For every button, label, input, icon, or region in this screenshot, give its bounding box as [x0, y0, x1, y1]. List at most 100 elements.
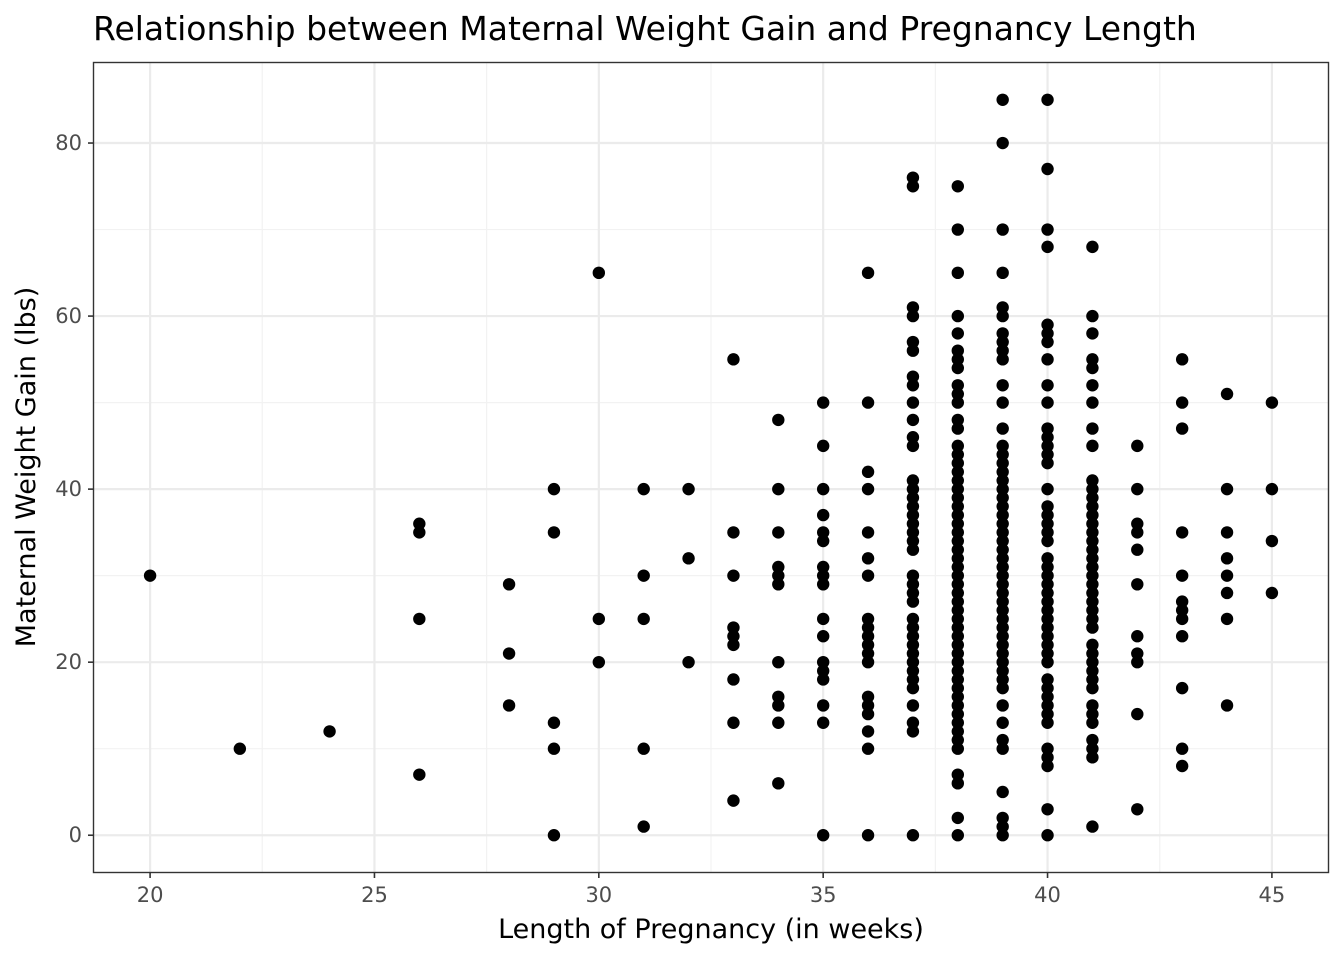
data-point — [996, 742, 1009, 755]
data-point — [1086, 707, 1099, 721]
data-point — [772, 526, 785, 539]
data-point — [906, 413, 920, 427]
data-point — [861, 465, 875, 479]
data-point — [951, 180, 964, 193]
data-point — [951, 768, 964, 781]
data-point — [1131, 517, 1144, 530]
data-point — [906, 673, 920, 686]
data-point — [951, 647, 964, 660]
data-point — [772, 413, 785, 427]
data-point — [1041, 439, 1054, 453]
y-axis-title: Maternal Weight Gain (lbs) — [11, 287, 42, 648]
data-point — [996, 647, 1009, 660]
data-point — [951, 638, 964, 652]
data-point — [861, 621, 875, 634]
data-point — [1086, 578, 1099, 591]
data-point — [1086, 439, 1099, 453]
data-point — [996, 301, 1009, 314]
data-point — [861, 655, 875, 669]
x-axis-title: Length of Pregnancy (in weeks) — [498, 914, 924, 945]
data-point — [1041, 647, 1054, 660]
y-tick-label: 80 — [55, 131, 82, 155]
data-point — [547, 829, 561, 842]
data-point — [861, 742, 875, 755]
data-point — [1041, 456, 1054, 470]
data-point — [1220, 482, 1234, 496]
data-point — [996, 465, 1009, 479]
data-point — [996, 664, 1009, 678]
data-point — [816, 534, 830, 548]
data-point — [1265, 534, 1279, 548]
data-point — [996, 439, 1009, 453]
data-point — [1041, 595, 1054, 608]
data-point — [996, 456, 1009, 470]
data-point — [1265, 482, 1279, 496]
data-point — [592, 612, 606, 626]
data-point — [951, 578, 964, 591]
data-point — [996, 396, 1009, 409]
data-point — [1041, 751, 1054, 764]
data-point — [951, 595, 964, 608]
data-point — [1041, 508, 1054, 522]
data-point — [1041, 448, 1054, 461]
data-point — [1220, 552, 1234, 565]
data-point — [1131, 655, 1144, 669]
data-point — [1041, 552, 1054, 565]
data-point — [861, 638, 875, 652]
data-point — [906, 491, 920, 504]
data-point — [816, 569, 830, 582]
data-point — [861, 482, 875, 496]
data-point — [1041, 482, 1054, 496]
data-point — [951, 344, 964, 357]
data-point — [906, 335, 920, 349]
data-point — [1086, 742, 1099, 755]
data-point — [951, 474, 964, 487]
data-points — [143, 93, 1279, 842]
data-point — [1041, 604, 1054, 617]
data-point — [1041, 829, 1054, 842]
data-point — [951, 422, 964, 435]
data-point — [547, 716, 561, 729]
data-point — [1086, 673, 1099, 686]
plot-panel-border — [92, 61, 1330, 874]
data-point — [816, 664, 830, 678]
data-point — [951, 439, 964, 453]
data-point — [951, 733, 964, 747]
data-point — [951, 396, 964, 409]
data-point — [816, 716, 830, 729]
data-point — [1175, 759, 1189, 773]
y-tick-label: 60 — [55, 304, 82, 328]
data-point — [996, 681, 1009, 695]
data-point — [906, 309, 920, 323]
data-point — [1086, 482, 1099, 496]
data-point — [996, 534, 1009, 548]
data-point — [1086, 396, 1099, 409]
y-tick-label: 20 — [55, 650, 82, 674]
data-point — [996, 266, 1009, 280]
data-point — [996, 733, 1009, 747]
data-point — [951, 569, 964, 582]
data-point — [547, 482, 561, 496]
data-point — [682, 552, 695, 565]
data-point — [906, 569, 920, 582]
data-point — [996, 673, 1009, 686]
data-point — [727, 569, 740, 582]
data-point — [906, 171, 920, 184]
data-point — [951, 742, 964, 755]
data-point — [1086, 474, 1099, 487]
data-point — [1086, 647, 1099, 660]
data-point — [1086, 586, 1099, 600]
data-point — [1041, 569, 1054, 582]
data-point — [1041, 638, 1054, 652]
data-point — [1131, 803, 1144, 816]
data-point — [1175, 681, 1189, 695]
data-point — [1131, 543, 1144, 556]
data-point — [996, 604, 1009, 617]
data-point — [1220, 612, 1234, 626]
data-point — [816, 508, 830, 522]
data-point — [996, 699, 1009, 712]
data-point — [727, 638, 740, 652]
data-point — [996, 655, 1009, 669]
data-point — [996, 621, 1009, 634]
